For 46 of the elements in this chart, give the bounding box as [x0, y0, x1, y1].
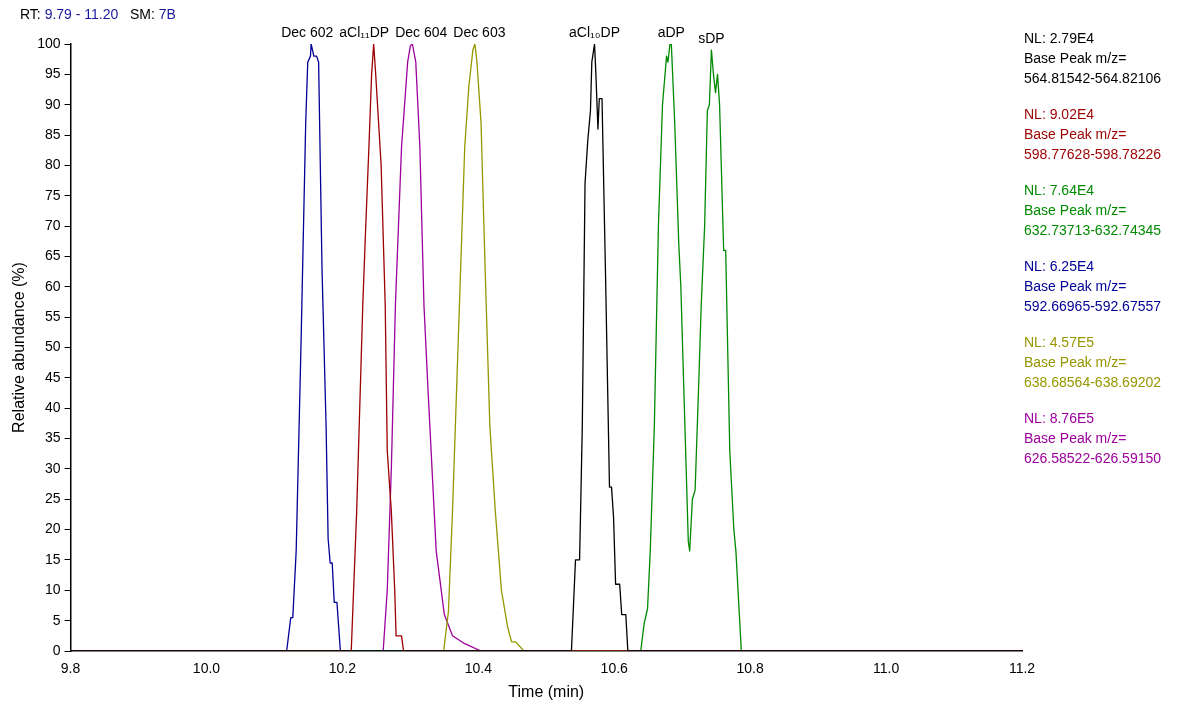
annotation: aDP [657, 23, 685, 40]
annotation: Dec 603 [453, 23, 506, 40]
chart-subtitle: SM: 7B [130, 6, 176, 22]
annotation: Dec 602 [281, 23, 334, 40]
y-tick-label: 100 [37, 34, 61, 51]
y-tick-label: 55 [44, 308, 61, 325]
text: NL: 6.25E4 Base Peak m/z= 592.66965-592.67557 [1024, 257, 1162, 316]
x-tick-label: 11.2 [1008, 660, 1036, 677]
y-axis-title: Relative abundance (%) [10, 262, 28, 433]
x-tick-label: 10.0 [192, 660, 221, 677]
y-tick-label: 60 [44, 277, 61, 294]
x-tick-label: 11.0 [872, 660, 900, 677]
y-tick-label: 75 [44, 186, 61, 203]
y-tick-label: 25 [44, 490, 61, 507]
text: NL: 4.57E5 Base Peak m/z= 638.68564-638.69202 [1024, 333, 1162, 392]
y-tick-label: 70 [44, 216, 61, 233]
x-tick-label: 9.8 [60, 660, 81, 677]
y-tick-label: 20 [44, 520, 61, 537]
x-tick-label: 10.4 [464, 660, 493, 677]
x-tick-label: 10.8 [736, 660, 764, 677]
y-tick-label: 65 [44, 247, 61, 264]
y-tick-label: 40 [44, 399, 61, 416]
annotation: aCl₁₀DP [569, 23, 621, 40]
text: NL: 2.79E4 Base Peak m/z= 564.81542-564.82106 [1024, 29, 1162, 88]
y-tick-label: 45 [44, 368, 61, 385]
y-tick-label: 0 [52, 641, 61, 658]
y-tick-label: 80 [44, 156, 61, 173]
text: NL: 7.64E4 Base Peak m/z= 632.73713-632.74345 [1024, 181, 1162, 240]
annotation: sDP [698, 29, 725, 46]
y-tick-label: 35 [44, 429, 61, 446]
y-tick-label: 5 [52, 611, 61, 628]
y-tick-label: 10 [44, 581, 61, 598]
text: NL: 9.02E4 Base Peak m/z= 598.77628-598.78226 [1024, 105, 1162, 164]
y-tick-label: 50 [44, 338, 61, 355]
annotation: aCl₁₁DP [339, 23, 390, 40]
y-tick-label: 90 [44, 95, 61, 112]
annotation: Dec 604 [395, 23, 448, 40]
y-tick-label: 95 [44, 65, 61, 82]
x-tick-label: 10.6 [600, 660, 629, 677]
x-axis-title: Time (min) [508, 682, 585, 700]
y-tick-label: 15 [44, 550, 61, 567]
y-tick-label: 30 [44, 459, 61, 476]
text: NL: 8.76E5 Base Peak m/z= 626.58522-626.59150 [1024, 409, 1162, 468]
x-tick-label: 10.2 [328, 660, 357, 677]
y-tick-label: 85 [44, 125, 61, 142]
chart-title: RT: 9.79 - 11.20 [20, 6, 119, 22]
